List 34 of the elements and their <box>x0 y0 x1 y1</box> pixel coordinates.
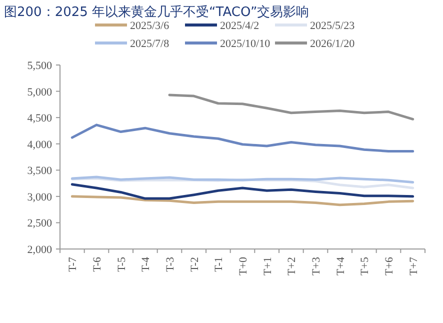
x-tick-label: T+3 <box>310 256 322 276</box>
x-tick-label: T+6 <box>384 256 396 276</box>
legend-label: 2026/1/20 <box>310 38 356 50</box>
x-tick-label: T-6 <box>92 256 104 272</box>
legend-label: 2025/3/6 <box>130 20 170 32</box>
x-tick-label: T+2 <box>286 257 298 276</box>
x-tick-label: T+7 <box>408 256 420 276</box>
line-series <box>70 124 414 152</box>
y-tick-label: 4,000 <box>27 138 52 151</box>
x-tick-label: T+4 <box>334 256 347 276</box>
line-series <box>70 183 414 200</box>
legend-label: 2025/5/23 <box>310 20 356 32</box>
y-tick-label: 3,500 <box>27 165 52 178</box>
line-series <box>70 195 414 206</box>
x-tick-label: T-2 <box>188 257 201 272</box>
legend-label: 2025/4/2 <box>220 20 260 32</box>
x-tick-label: T-7 <box>67 256 80 272</box>
y-tick-label: 5,000 <box>27 86 52 98</box>
x-tick-label: T-1 <box>213 257 226 272</box>
x-tick-label: T-5 <box>116 256 128 272</box>
y-tick-label: 5,500 <box>27 60 52 72</box>
chart-title: 图200：2025 年以来黄金几乎不受“TACO”交易影响 <box>4 4 310 20</box>
line-series <box>168 94 414 120</box>
y-tick-label: 2,500 <box>27 218 52 230</box>
x-tick-label: T+1 <box>262 257 274 276</box>
y-tick-label: 4,500 <box>27 112 52 125</box>
legend-label: 2025/7/8 <box>130 38 170 50</box>
y-tick-label: 3,000 <box>27 191 52 204</box>
x-tick-label: T+0 <box>238 256 250 276</box>
x-tick-label: T-3 <box>164 256 176 272</box>
x-tick-label: T-4 <box>140 256 152 272</box>
legend-label: 2025/10/10 <box>220 38 271 50</box>
y-tick-label: 2,000 <box>27 244 52 256</box>
x-tick-label: T+5 <box>359 256 372 276</box>
